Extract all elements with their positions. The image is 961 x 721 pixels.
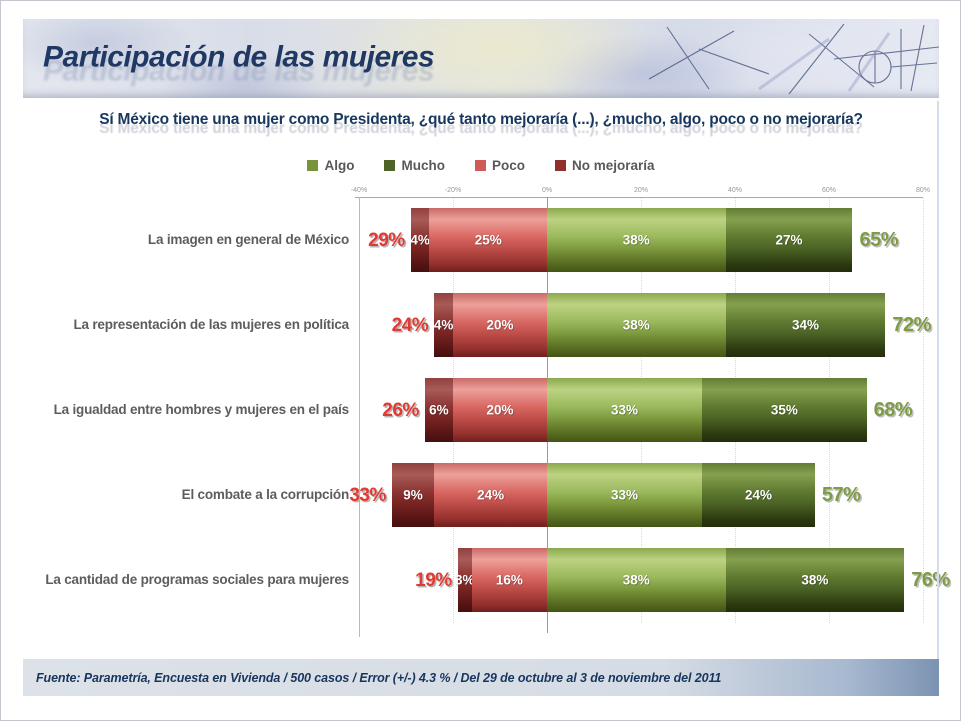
legend-swatch-mucho-icon bbox=[384, 160, 396, 171]
bar-segment-algo: 33% bbox=[546, 463, 703, 527]
legend-swatch-algo-icon bbox=[307, 160, 319, 171]
segment-value-label: 33% bbox=[611, 402, 639, 418]
x-axis-tick-label: 0% bbox=[541, 187, 553, 194]
x-axis-line bbox=[355, 197, 923, 198]
chart-legend: Algo Mucho Poco No mejoraría bbox=[23, 158, 939, 173]
legend-swatch-nomejoraria-icon bbox=[554, 160, 566, 171]
positive-total-label: 65% bbox=[859, 229, 899, 251]
gridline bbox=[923, 198, 924, 623]
legend-item-algo: Algo bbox=[307, 158, 354, 173]
segment-value-label: 4% bbox=[410, 232, 430, 248]
legend-swatch-poco-icon bbox=[474, 160, 486, 171]
positive-total-label: 72% bbox=[892, 314, 931, 336]
x-axis-tick-label: 60% bbox=[821, 187, 837, 194]
banner-sketch-art-icon bbox=[648, 23, 939, 95]
category-label: La representación de las mujeres en polí… bbox=[73, 317, 349, 333]
bar-segment-poco: 16% bbox=[471, 548, 547, 612]
segment-value-label: 24% bbox=[744, 487, 772, 503]
bar-segment-algo: 38% bbox=[546, 208, 726, 272]
negative-total-label: 29% bbox=[368, 229, 405, 251]
bar-segment-mucho: 34% bbox=[725, 293, 886, 357]
bar-segment-nomejor: 9% bbox=[391, 463, 435, 527]
segment-value-label: 27% bbox=[775, 232, 803, 248]
negative-total-label: 19% bbox=[415, 569, 452, 591]
stacked-bar-row-5: 3% 16% 38% 38% bbox=[454, 548, 905, 612]
legend-item-mucho: Mucho bbox=[384, 158, 445, 173]
bar-segment-mucho: 27% bbox=[725, 208, 853, 272]
x-axis-tick-label: 80% bbox=[915, 187, 931, 194]
segment-value-label: 24% bbox=[477, 487, 505, 503]
x-axis-tick-label: 40% bbox=[727, 187, 743, 194]
segment-value-label: 34% bbox=[791, 317, 819, 333]
bar-segment-mucho: 38% bbox=[725, 548, 905, 612]
category-label: El combate a la corrupción bbox=[181, 487, 350, 503]
bar-segment-poco: 24% bbox=[434, 463, 547, 527]
stacked-bar-row-4: 9% 24% 33% 24% bbox=[391, 463, 815, 527]
gridline bbox=[359, 197, 360, 637]
bar-segment-poco: 20% bbox=[452, 293, 547, 357]
legend-label: No mejoraría bbox=[571, 158, 655, 173]
segment-value-label: 38% bbox=[622, 232, 650, 248]
bar-segment-nomejor: 6% bbox=[424, 378, 453, 442]
segment-value-label: 9% bbox=[403, 487, 423, 503]
legend-item-poco: Poco bbox=[474, 158, 525, 173]
segment-value-label: 38% bbox=[801, 572, 829, 588]
bar-segment-algo: 38% bbox=[546, 548, 726, 612]
segment-value-label: 35% bbox=[770, 402, 798, 418]
category-label: La igualdad entre hombres y mujeres en e… bbox=[53, 402, 350, 418]
segment-value-label: 4% bbox=[433, 317, 454, 333]
x-axis-tick-label: 20% bbox=[633, 187, 649, 194]
segment-value-label: 16% bbox=[495, 572, 523, 588]
positive-total-label: 68% bbox=[873, 399, 913, 421]
segment-value-label: 33% bbox=[611, 487, 639, 503]
bar-segment-mucho: 24% bbox=[702, 463, 815, 527]
bar-segment-algo: 38% bbox=[546, 293, 726, 357]
segment-value-label: 20% bbox=[486, 402, 514, 418]
segment-value-label: 38% bbox=[622, 317, 650, 333]
positive-total-label: 76% bbox=[911, 569, 950, 591]
segment-value-label: 25% bbox=[474, 232, 502, 248]
category-label: La cantidad de programas sociales para m… bbox=[45, 572, 349, 588]
negative-total-label: 24% bbox=[391, 314, 429, 336]
bar-segment-poco: 25% bbox=[429, 208, 547, 272]
legend-label: Mucho bbox=[401, 158, 445, 173]
bar-segment-algo: 33% bbox=[546, 378, 703, 442]
bar-segment-nomejor: 4% bbox=[434, 293, 453, 357]
x-axis-tick-label: -20% bbox=[444, 187, 462, 194]
stacked-bar-row-2: 4% 20% 38% 34% bbox=[434, 293, 886, 357]
segment-value-label: 6% bbox=[429, 402, 449, 418]
bar-segment-poco: 20% bbox=[452, 378, 547, 442]
header-banner: Participación de las mujeres bbox=[23, 19, 939, 98]
survey-question: Sí México tiene una mujer como President… bbox=[99, 111, 863, 128]
legend-label: Poco bbox=[491, 158, 525, 173]
bar-segment-nomejor: 3% bbox=[454, 548, 475, 612]
positive-total-label: 57% bbox=[821, 484, 861, 506]
bar-segment-mucho: 35% bbox=[702, 378, 867, 442]
bar-segment-nomejor: 4% bbox=[410, 208, 430, 272]
slide-right-edge-line bbox=[937, 101, 939, 659]
stacked-bar-row-1: 4% 25% 38% 27% bbox=[410, 208, 853, 272]
legend-item-nomejoraria: No mejoraría bbox=[554, 158, 655, 173]
segment-value-label: 38% bbox=[622, 572, 650, 588]
footer-band: Fuente: Parametría, Encuesta en Vivienda… bbox=[23, 659, 939, 696]
stacked-bar-row-3: 6% 20% 33% 35% bbox=[424, 378, 867, 442]
negative-total-label: 33% bbox=[349, 484, 386, 506]
page-title: Participación de las mujeres bbox=[43, 40, 435, 74]
segment-value-label: 20% bbox=[486, 317, 514, 333]
legend-label: Algo bbox=[324, 158, 355, 173]
source-note: Fuente: Parametría, Encuesta en Vivienda… bbox=[36, 670, 722, 685]
category-label: La imagen en general de México bbox=[147, 232, 349, 248]
negative-total-label: 26% bbox=[382, 399, 419, 421]
segment-value-label: 3% bbox=[454, 572, 475, 588]
x-axis-tick-label: -40% bbox=[350, 187, 368, 194]
